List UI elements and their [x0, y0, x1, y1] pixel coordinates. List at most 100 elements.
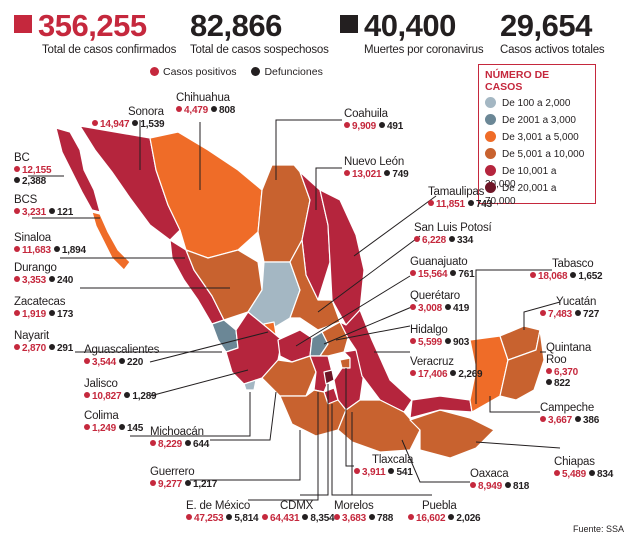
label-qroo: Quintana Roo 6,370 822 [546, 342, 592, 389]
state-cdmx [323, 369, 335, 385]
leader-coahuila [275, 119, 342, 180]
confirmed-label: Total de casos confirmados [42, 44, 177, 56]
leader-jalisco [149, 369, 249, 397]
label-durango: Durango 3,353 240 [14, 262, 74, 286]
label-tamaulipas: Tamaulipas 11,851 743 [428, 186, 492, 210]
deaths-dot-icon [251, 67, 261, 76]
label-edomex: E. de México 47,253 5,814 [186, 500, 259, 524]
legend-swatch-icon [485, 131, 496, 142]
state-qroo [499, 329, 545, 401]
state-nayarit [211, 319, 239, 353]
leader-nuevoleon [315, 167, 342, 210]
suspect-label: Total de casos sospechosos [190, 44, 329, 56]
legend-label: De 3,001 a 5,000 [502, 132, 579, 143]
leader-morelos [331, 404, 354, 496]
leader-edomex [248, 392, 319, 501]
leader-campeche [489, 396, 540, 413]
legend-label: De 5,001 a 10,000 [502, 149, 585, 160]
positive-dot-icon [150, 67, 159, 76]
source-note: Fuente: SSA [572, 524, 624, 534]
legend-swatch-icon [485, 165, 496, 176]
label-michoacan: Michoacán 8,229 644 [150, 426, 210, 450]
leader-guerrero [190, 430, 301, 481]
label-tabasco: Tabasco 18,068 1,652 [530, 258, 603, 282]
legend-label: De 100 a 2,000 [502, 98, 571, 109]
leader-yucatan [523, 301, 561, 330]
label-yucatan: Yucatán 7,483 727 [540, 296, 599, 320]
leader-slp [317, 235, 421, 313]
legend-row: De 20,001 a 70,000 [485, 182, 589, 207]
label-slp: San Luis Potosí 6,228 334 [414, 222, 492, 246]
deaths-label: Muertes por coronavirus [364, 44, 484, 56]
legend-row: De 10,001 a 20,000 [485, 165, 589, 190]
stat-confirmed: 356,255 Total de casos confirmados [14, 10, 176, 56]
active-value: 29,654 [500, 8, 592, 43]
confirmed-value: 356,255 [38, 8, 147, 43]
label-puebla: Puebla 16,602 2,026 [408, 500, 481, 524]
label-tlaxcala: Tlaxcala 3,911 541 [354, 454, 413, 478]
leader-puebla [351, 412, 432, 496]
leader-tabasco [475, 269, 552, 404]
legend-label: De 2001 a 3,000 [502, 115, 576, 126]
legend-label: De 10,001 a 20,000 [485, 166, 557, 190]
label-jalisco: Jalisco 10,827 1,289 [84, 378, 157, 402]
label-ags: Aguascalientes 3,544 220 [84, 344, 160, 368]
leader-cdmx [300, 384, 329, 496]
state-bcs [91, 211, 131, 271]
label-guerrero: Guerrero 9,277 1,217 [150, 466, 218, 490]
leader-chiapas [475, 441, 561, 449]
label-bcs: BCS 3,231 121 [14, 194, 74, 218]
leader-ags [149, 331, 269, 363]
label-veracruz: Veracruz 17,406 2,269 [410, 356, 483, 380]
leader-michoacan [210, 391, 277, 441]
state-colima [243, 379, 257, 391]
label-sonora: Sonora 14,947 1,539 [92, 106, 165, 130]
label-bc: BC 12,155 2,388 [14, 152, 52, 187]
label-oaxaca: Oaxaca 8,949 818 [470, 468, 530, 492]
red-square-icon [14, 15, 32, 33]
leader-colima [130, 392, 251, 437]
deaths-legend-label: Defunciones [264, 66, 323, 78]
legend-row: De 3,001 a 5,000 [485, 131, 589, 148]
label-coahuila: Coahuila 9,909 491 [344, 108, 404, 132]
label-queretaro: Querétaro 3,008 419 [410, 290, 470, 314]
state-oaxaca [337, 399, 421, 453]
cases-legend: NÚMERO DE CASOS De 100 a 2,000 De 2001 a… [478, 64, 596, 207]
legend-swatch-icon [485, 148, 496, 159]
legend-swatch-icon [485, 182, 496, 193]
legend-swatch-icon [485, 114, 496, 125]
leader-tamaulipas [353, 195, 437, 257]
label-nayarit: Nayarit 2,870 291 [14, 330, 74, 354]
leader-hidalgo [335, 325, 411, 341]
deaths-value: 40,400 [364, 8, 456, 43]
leader-tlaxcala [345, 368, 354, 467]
label-colima: Colima 1,249 145 [84, 410, 144, 434]
state-guerrero [279, 389, 347, 437]
leader-queretaro [323, 305, 415, 345]
stat-active: 29,654 Casos activos totales [500, 8, 605, 57]
label-sinaloa: Sinaloa 11,683 1,894 [14, 232, 86, 256]
leader-oaxaca [401, 439, 470, 483]
active-label: Casos activos totales [500, 44, 605, 56]
black-square-icon [340, 15, 358, 33]
label-cdmx: CDMX 64,431 8,354 [262, 500, 335, 524]
state-chihuahua [149, 131, 263, 259]
legend-title: NÚMERO DE CASOS [485, 69, 550, 93]
legend-label: De 20,001 a 70,000 [485, 183, 557, 207]
state-chiapas [409, 409, 495, 459]
label-campeche: Campeche 3,667 386 [540, 402, 600, 426]
legend-row: De 100 a 2,000 [485, 97, 589, 114]
legend-swatch-icon [485, 97, 496, 108]
label-guanajuato: Guanajuato 15,564 761 [410, 256, 475, 280]
mini-legend: Casos positivos Defunciones [150, 66, 335, 78]
leader-guanajuato [295, 275, 411, 347]
label-morelos: Morelos 3,683 788 [334, 500, 394, 524]
label-nuevoleon: Nuevo León 13,021 749 [344, 156, 409, 180]
suspect-value: 82,866 [190, 8, 282, 43]
legend-row: De 5,001 a 10,000 [485, 148, 589, 165]
label-hidalgo: Hidalgo 5,599 903 [410, 324, 470, 348]
stat-deaths: 40,400 Muertes por coronavirus [340, 8, 484, 56]
state-bc [55, 127, 101, 213]
positive-legend-label: Casos positivos [163, 66, 237, 78]
